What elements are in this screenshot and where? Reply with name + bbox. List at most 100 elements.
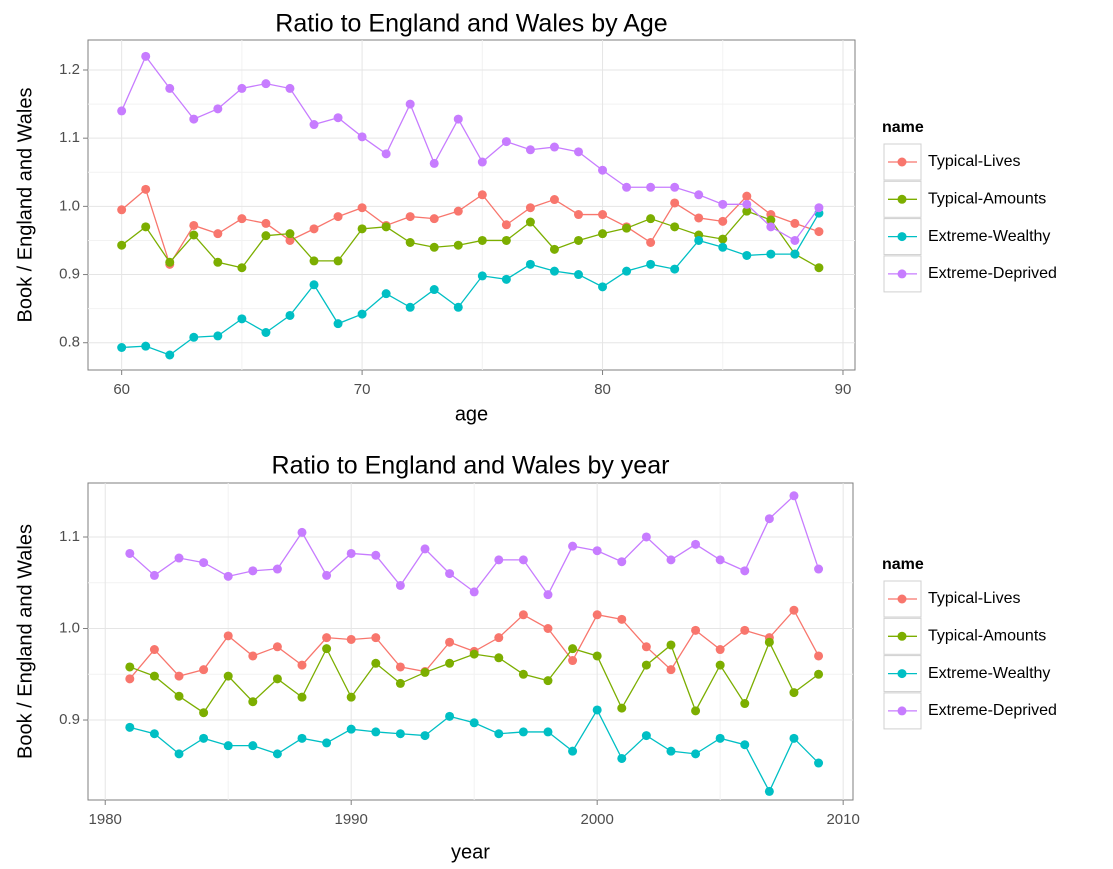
data-point — [125, 548, 135, 558]
data-point — [149, 671, 159, 681]
data-point — [766, 222, 776, 232]
x-tick-label: 70 — [354, 381, 371, 398]
data-point — [617, 753, 627, 763]
data-point — [346, 724, 356, 734]
data-point — [297, 692, 307, 702]
data-point — [666, 555, 676, 565]
y-tick-label: 0.9 — [59, 711, 80, 728]
data-point — [453, 302, 463, 312]
y-tick-label: 1.0 — [59, 619, 80, 636]
data-point — [592, 705, 602, 715]
data-point — [568, 656, 578, 666]
data-point — [789, 688, 799, 698]
data-point — [646, 259, 656, 269]
data-point — [740, 625, 750, 635]
data-point — [357, 203, 367, 213]
data-point — [718, 216, 728, 226]
data-point — [117, 106, 127, 116]
data-point — [261, 328, 271, 337]
data-point — [261, 79, 271, 89]
data-point — [814, 227, 824, 237]
data-point — [568, 541, 578, 551]
data-point — [285, 83, 295, 93]
data-point — [381, 289, 391, 299]
data-point — [395, 580, 405, 590]
data-point — [272, 642, 282, 652]
data-point — [549, 266, 559, 276]
data-point — [568, 644, 578, 654]
data-point — [141, 222, 151, 232]
data-point — [742, 206, 752, 216]
data-point — [117, 343, 127, 352]
data-point — [346, 692, 356, 702]
data-point — [715, 733, 725, 743]
data-point — [691, 539, 701, 549]
data-point — [790, 218, 800, 228]
data-point — [117, 205, 127, 215]
data-point — [453, 240, 463, 250]
data-point — [740, 566, 750, 576]
data-point — [420, 731, 430, 741]
data-point — [789, 605, 799, 615]
data-point — [764, 786, 774, 796]
data-point — [740, 740, 750, 750]
data-point — [165, 83, 175, 93]
data-point — [549, 195, 559, 205]
legend-label: Extreme-Wealthy — [928, 665, 1050, 682]
data-point — [691, 625, 701, 635]
legend-point — [897, 706, 907, 716]
data-point — [237, 314, 247, 324]
legend-label: Typical-Amounts — [928, 628, 1046, 645]
x-axis-label: year — [451, 841, 490, 863]
legend-point — [897, 594, 907, 604]
data-point — [814, 564, 824, 574]
y-axis-label: Book / England and Wales — [14, 524, 36, 759]
data-point — [670, 198, 680, 208]
data-point — [248, 566, 258, 576]
data-point — [371, 633, 381, 643]
data-point — [617, 614, 627, 624]
data-point — [333, 113, 343, 123]
data-point — [790, 235, 800, 245]
data-point — [237, 83, 247, 93]
data-point — [573, 210, 583, 220]
data-point — [742, 199, 752, 209]
data-point — [309, 256, 319, 266]
data-point — [718, 242, 728, 252]
data-point — [494, 653, 504, 663]
data-point — [125, 722, 135, 732]
data-point — [199, 708, 209, 718]
y-tick-label: 1.1 — [59, 528, 80, 545]
data-point — [141, 341, 151, 351]
data-point — [248, 697, 258, 707]
data-point — [477, 271, 487, 281]
data-point — [272, 749, 282, 759]
data-point — [764, 637, 774, 647]
y-tick-label: 0.9 — [59, 266, 80, 283]
data-point — [213, 331, 223, 341]
data-point — [165, 257, 175, 267]
x-tick-label: 2010 — [826, 811, 859, 828]
plot-panel — [87, 482, 854, 801]
data-point — [149, 570, 159, 580]
data-point — [766, 215, 776, 225]
data-point — [333, 256, 343, 266]
data-point — [405, 99, 415, 109]
data-point — [322, 633, 332, 643]
data-point — [346, 634, 356, 644]
data-point — [285, 310, 295, 320]
legend-point — [897, 631, 907, 641]
data-point — [469, 718, 479, 728]
legend-label: Extreme-Wealthy — [928, 228, 1050, 245]
data-point — [405, 212, 415, 222]
data-point — [420, 667, 430, 677]
data-point — [395, 729, 405, 739]
data-point — [322, 738, 332, 748]
data-point — [543, 727, 553, 737]
data-point — [272, 674, 282, 684]
data-point — [357, 132, 367, 142]
data-point — [189, 332, 199, 342]
data-point — [309, 224, 319, 234]
data-point — [309, 280, 319, 290]
data-point — [261, 218, 271, 228]
